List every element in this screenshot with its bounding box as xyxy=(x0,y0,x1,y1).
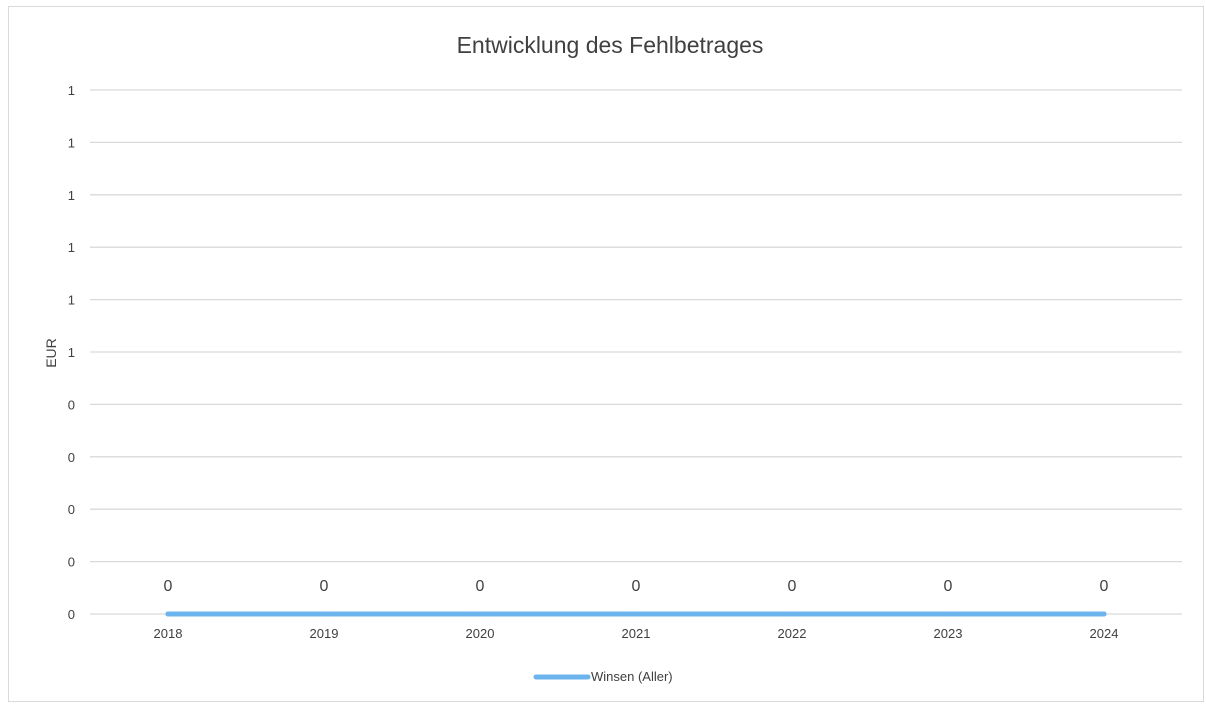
data-label: 0 xyxy=(632,578,641,595)
y-tick-label: 0 xyxy=(68,450,75,465)
series-layer xyxy=(165,611,1107,617)
gridlines xyxy=(90,89,1182,615)
data-point xyxy=(789,611,795,617)
y-tick-label: 1 xyxy=(68,345,75,360)
data-point xyxy=(633,611,639,617)
data-point xyxy=(165,611,171,617)
data-labels: 0 0 0 0 0 0 0 xyxy=(164,578,1109,595)
x-tick-label: 2022 xyxy=(778,626,807,641)
legend-label-winsen-aller: Winsen (Aller) xyxy=(591,669,673,684)
y-tick-label: 0 xyxy=(68,502,75,517)
y-tick-label: 1 xyxy=(68,188,75,203)
data-point xyxy=(945,611,951,617)
x-tick-label: 2020 xyxy=(466,626,495,641)
y-tick-label: 1 xyxy=(68,240,75,255)
x-tick-label: 2024 xyxy=(1090,626,1119,641)
x-tick-label: 2018 xyxy=(154,626,183,641)
y-tick-labels: 0 0 0 0 0 1 1 1 1 1 1 xyxy=(68,83,75,622)
data-label: 0 xyxy=(788,578,797,595)
data-point xyxy=(477,611,483,617)
y-axis-title: EUR xyxy=(43,338,59,368)
chart-frame xyxy=(8,6,1204,702)
chart-title: Entwicklung des Fehlbetrages xyxy=(457,32,764,58)
y-tick-label: 1 xyxy=(68,293,75,308)
y-tick-label: 0 xyxy=(68,397,75,412)
data-label: 0 xyxy=(476,578,485,595)
data-label: 0 xyxy=(320,578,329,595)
data-label: 0 xyxy=(1100,578,1109,595)
y-tick-label: 0 xyxy=(68,607,75,622)
legend: Winsen (Aller) xyxy=(533,669,673,684)
y-tick-label: 1 xyxy=(68,83,75,98)
x-tick-label: 2019 xyxy=(310,626,339,641)
x-tick-label: 2021 xyxy=(622,626,651,641)
x-tick-labels: 2018 2019 2020 2021 2022 2023 2024 xyxy=(154,626,1119,641)
data-point xyxy=(321,611,327,617)
data-label: 0 xyxy=(164,578,173,595)
data-label: 0 xyxy=(944,578,953,595)
x-tick-label: 2023 xyxy=(934,626,963,641)
y-tick-label: 1 xyxy=(68,135,75,150)
y-tick-label: 0 xyxy=(68,555,75,570)
data-point xyxy=(1101,611,1107,617)
